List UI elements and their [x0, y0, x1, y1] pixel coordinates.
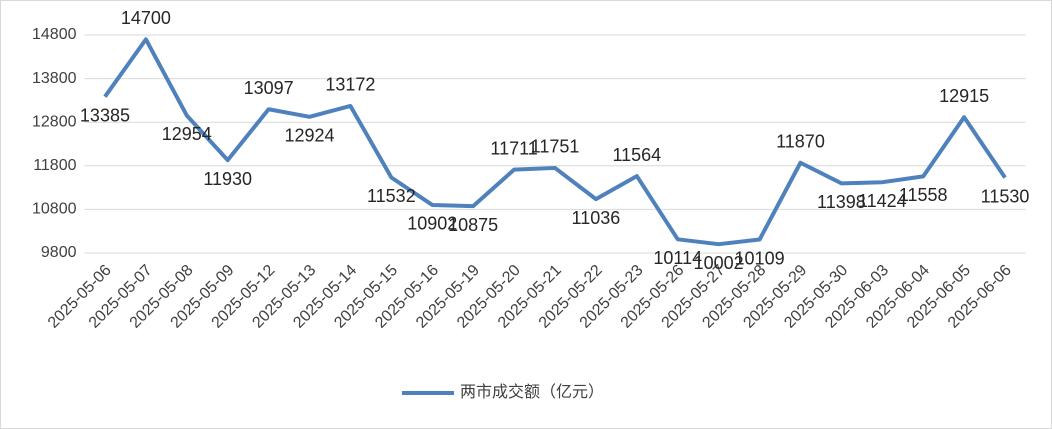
value-label: 12915 — [939, 86, 989, 106]
value-label: 13385 — [80, 105, 130, 125]
value-label: 11398 — [817, 192, 866, 212]
y-tick-label: 11800 — [33, 157, 76, 174]
value-label: 12954 — [162, 124, 212, 144]
value-label: 12924 — [284, 126, 334, 146]
value-label: 11558 — [899, 185, 948, 205]
value-label: 10109 — [735, 248, 785, 268]
value-label: 13172 — [325, 75, 375, 95]
y-tick-label: 10800 — [32, 201, 77, 218]
legend-label: 两市成交额（亿元） — [460, 383, 604, 401]
value-label: 10902 — [407, 214, 457, 234]
value-label: 11930 — [203, 169, 252, 189]
value-label: 11530 — [981, 186, 1030, 206]
value-label: 11036 — [572, 208, 621, 228]
value-label: 11424 — [858, 191, 907, 211]
value-label: 11564 — [612, 145, 661, 165]
value-label: 13097 — [244, 78, 294, 98]
value-label: 11870 — [776, 131, 825, 151]
y-tick-label: 14800 — [32, 26, 77, 43]
value-label: 11711 — [490, 138, 537, 158]
value-label: 14700 — [121, 8, 171, 28]
value-label: 10114 — [653, 248, 702, 268]
value-label: 10002 — [694, 253, 744, 273]
value-label: 11532 — [367, 186, 416, 206]
value-label: 11751 — [531, 137, 580, 157]
line — [103, 37, 1007, 247]
y-tick-label: 9800 — [41, 244, 77, 261]
y-tick-label: 12800 — [32, 113, 77, 130]
y-tick-label: 13800 — [32, 70, 77, 87]
value-label: 10875 — [448, 215, 498, 235]
